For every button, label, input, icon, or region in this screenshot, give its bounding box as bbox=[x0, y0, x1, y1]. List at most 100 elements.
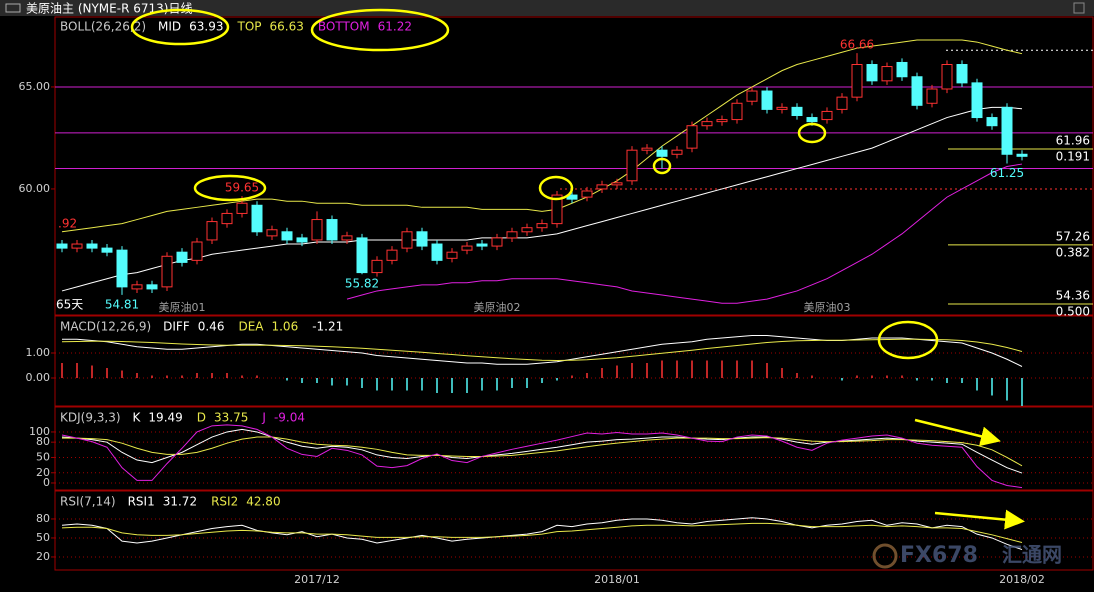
title-bar bbox=[0, 0, 1094, 16]
candle-body bbox=[821, 110, 833, 121]
highlight-ellipse bbox=[652, 157, 672, 175]
indicator-line bbox=[61, 522, 1023, 544]
window-title: 美原油主 (NYME-R 6713)日线 bbox=[26, 2, 192, 16]
trend-arrow bbox=[934, 509, 1025, 530]
y-tick-label: 80 bbox=[36, 435, 50, 448]
readout-name: DIFF bbox=[163, 320, 190, 334]
y-tick-label: 60.00 bbox=[19, 182, 51, 195]
highlight-ellipse bbox=[193, 174, 267, 202]
panel-header: BOLL(26,26,2) bbox=[60, 20, 146, 34]
watermark-logo bbox=[872, 543, 898, 569]
y-tick-label: 50 bbox=[36, 450, 50, 463]
candle-body bbox=[641, 147, 653, 151]
plot-layer: 65.00 60.00 BOLL(26,26,2) MID 63.93 TOP 66.63 B… bbox=[19, 20, 1093, 586]
panel-header: KDJ(9,3,3) bbox=[60, 411, 121, 425]
candle-body bbox=[356, 237, 368, 274]
indicator-line bbox=[346, 163, 1023, 304]
fib-ratio: 0.382 bbox=[1056, 245, 1090, 259]
candle-body bbox=[191, 241, 203, 261]
candle-body bbox=[86, 243, 98, 249]
candle-body bbox=[506, 231, 518, 239]
candle-body bbox=[101, 247, 113, 253]
candle-body bbox=[236, 202, 248, 214]
candle-body bbox=[1001, 106, 1013, 155]
candle-body bbox=[716, 119, 728, 123]
candle-body bbox=[911, 76, 923, 106]
candle-body bbox=[146, 284, 158, 290]
highlight-ellipse bbox=[538, 175, 574, 201]
indicator-line bbox=[61, 338, 1023, 362]
readout-value: 63.93 bbox=[189, 20, 223, 34]
panel-plot bbox=[55, 424, 1093, 489]
y-tick-label: 50 bbox=[36, 531, 50, 544]
readout-value: 1.06 bbox=[271, 320, 298, 334]
candle-body bbox=[371, 259, 383, 274]
candle-body bbox=[701, 121, 713, 127]
watermark: 汇通网 bbox=[1002, 543, 1062, 567]
extreme-label: 61.25 bbox=[990, 166, 1024, 180]
annotation: 65天 bbox=[56, 298, 83, 312]
candle-body bbox=[881, 66, 893, 82]
indicator-line bbox=[62, 335, 1023, 367]
candle-body bbox=[671, 149, 683, 155]
candle-body bbox=[626, 149, 638, 182]
y-tick-label: 100 bbox=[29, 425, 50, 438]
readout-value: -1.21 bbox=[312, 320, 343, 334]
indicator-line bbox=[61, 428, 1023, 474]
candle-body bbox=[521, 227, 533, 233]
extreme-label: 66.66 bbox=[840, 38, 874, 52]
fib-price: 61.96 bbox=[1056, 133, 1090, 147]
candle-body bbox=[251, 204, 263, 233]
readout-value: 42.80 bbox=[246, 495, 280, 509]
y-tick-label: 20 bbox=[36, 466, 50, 479]
candle-body bbox=[431, 243, 443, 261]
candle-body bbox=[71, 243, 83, 249]
candle-body bbox=[491, 237, 503, 247]
fib-ratio: 0.191 bbox=[1056, 149, 1090, 163]
candle-body bbox=[416, 231, 428, 247]
candle-body bbox=[941, 64, 953, 90]
candle-body bbox=[851, 64, 863, 98]
readout-name: BOTTOM bbox=[318, 20, 370, 34]
candle-body bbox=[971, 82, 983, 119]
readout-name: RSI1 bbox=[128, 495, 155, 509]
highlight-ellipse bbox=[130, 8, 230, 46]
candle-body bbox=[581, 190, 593, 198]
y-tick-label: 65.00 bbox=[19, 80, 51, 93]
indicator-line bbox=[61, 106, 1023, 292]
candle-body bbox=[1016, 153, 1028, 157]
candle-body bbox=[161, 255, 173, 288]
readout-name: J bbox=[261, 411, 266, 425]
candle-body bbox=[461, 245, 473, 251]
candle-body bbox=[296, 237, 308, 243]
candle-body bbox=[611, 182, 623, 186]
readout-name: DEA bbox=[238, 320, 264, 334]
candle-body bbox=[176, 251, 188, 263]
window-button[interactable] bbox=[1073, 2, 1085, 14]
candle-body bbox=[866, 64, 878, 82]
readout-name: D bbox=[197, 411, 206, 425]
candle-body bbox=[551, 194, 563, 225]
candle-body bbox=[206, 221, 218, 241]
panel-header: RSI(7,14) bbox=[60, 495, 116, 509]
candle-body bbox=[761, 90, 773, 110]
extreme-label: 54.81 bbox=[105, 297, 139, 311]
panel-plot bbox=[55, 39, 1093, 305]
extreme-label: 55.82 bbox=[345, 277, 379, 291]
panel-plot bbox=[55, 517, 1093, 558]
contract-label: 美原油03 bbox=[804, 300, 851, 314]
highlight-ellipse bbox=[877, 320, 939, 360]
candle-body bbox=[476, 243, 488, 247]
highlight-ellipse bbox=[797, 122, 827, 144]
hand-drawn-marks bbox=[130, 8, 1025, 530]
watermark: FX678 bbox=[900, 543, 978, 568]
y-tick-label: 80 bbox=[36, 512, 50, 525]
indicator-line bbox=[61, 517, 1023, 551]
fib-price: 54.36 bbox=[1056, 289, 1090, 303]
panel-header: MACD(12,26,9) bbox=[60, 320, 151, 334]
candle-body bbox=[281, 231, 293, 241]
panel-plot bbox=[55, 335, 1093, 406]
readout-value: 61.22 bbox=[378, 20, 412, 34]
candle-body bbox=[731, 102, 743, 121]
